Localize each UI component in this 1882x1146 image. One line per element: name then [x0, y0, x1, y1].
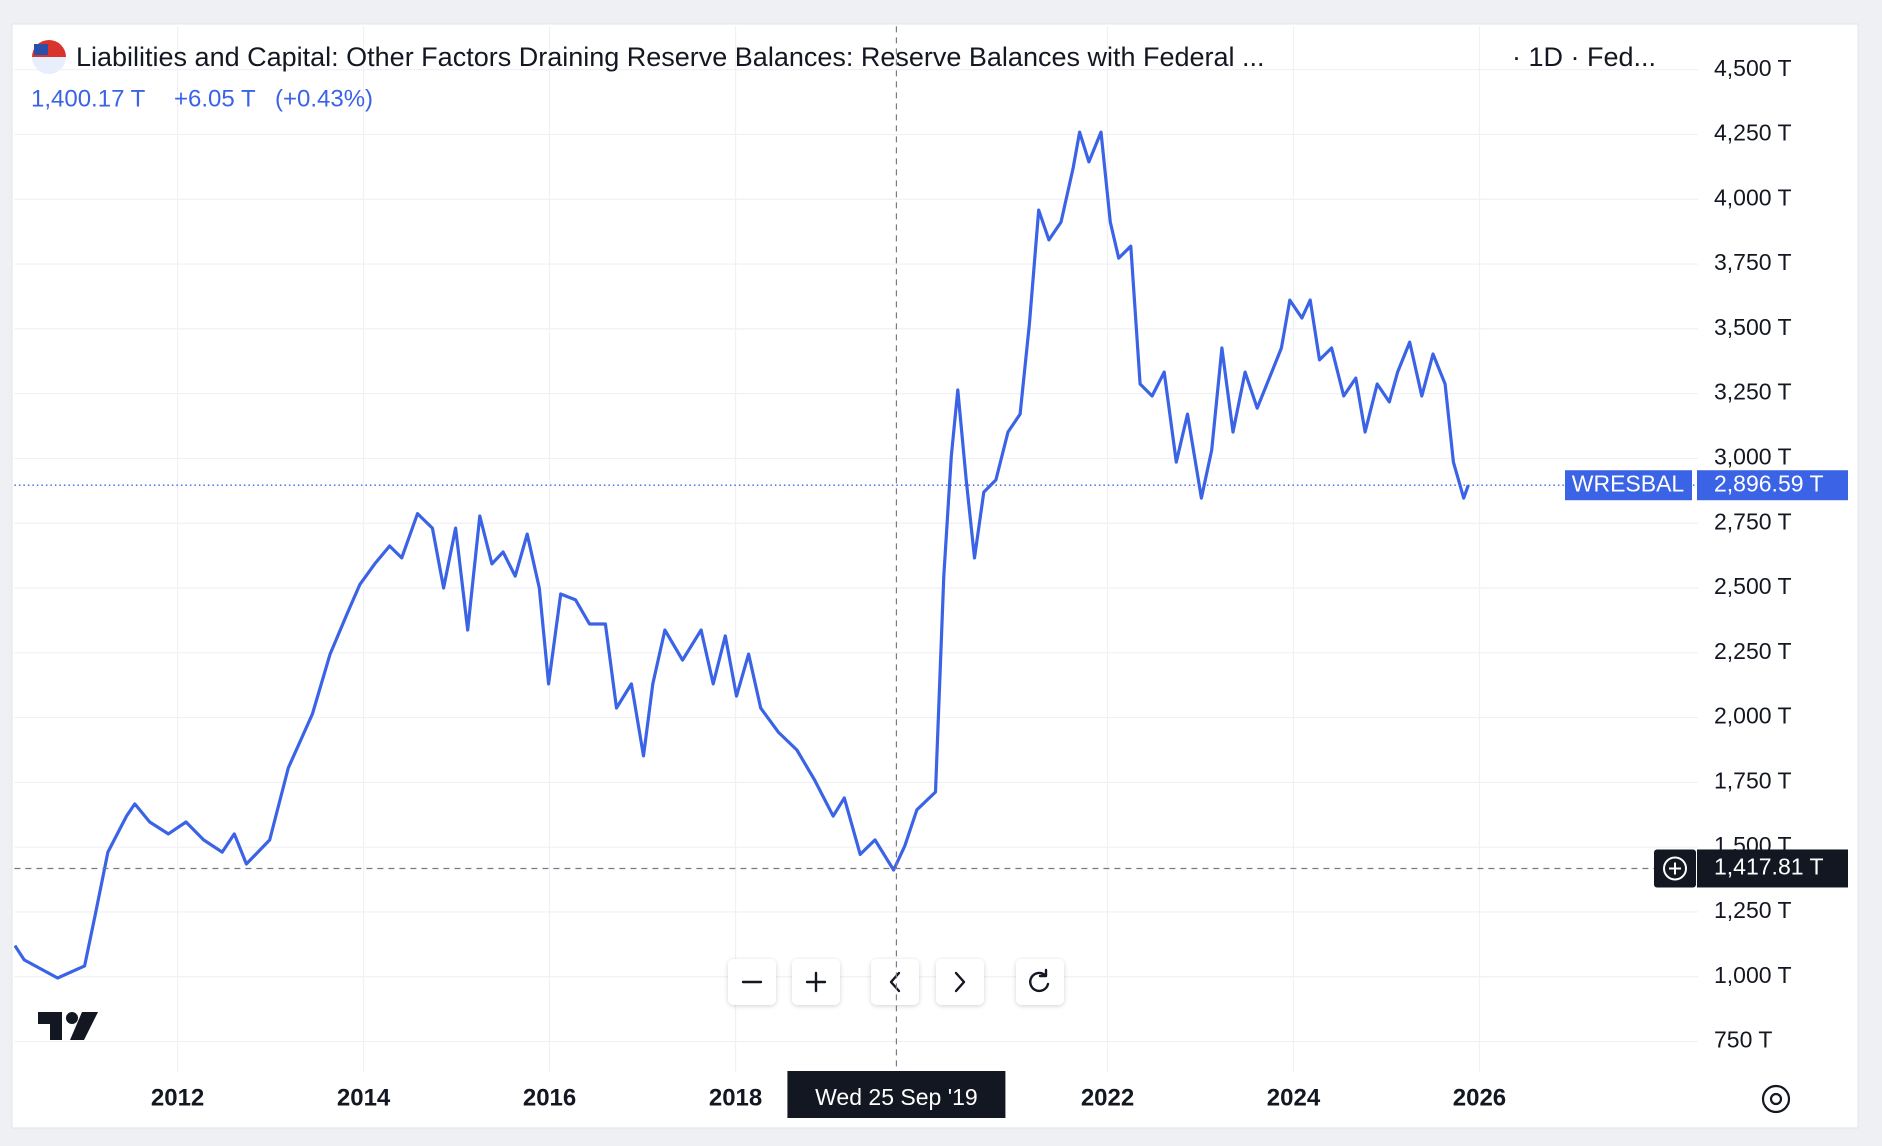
- y-tick-label: 4,250 T: [1714, 120, 1792, 146]
- y-tick-label: 2,750 T: [1714, 508, 1792, 534]
- x-tick-label: 2014: [337, 1084, 391, 1111]
- x-tick-label: 2024: [1267, 1084, 1321, 1111]
- legend-value: 1,400.17 T: [31, 85, 146, 112]
- x-tick-label: 2012: [151, 1084, 204, 1111]
- nav-button[interactable]: [871, 959, 919, 1005]
- y-tick-label: 2,000 T: [1714, 703, 1792, 729]
- nav-button[interactable]: [792, 959, 840, 1005]
- grid: [14, 26, 1698, 1072]
- legend-change-pct: (+0.43%): [275, 85, 373, 112]
- nav-button-bg: [936, 959, 984, 1005]
- nav-button-icon: [805, 971, 827, 993]
- x-tick-label: 2022: [1081, 1084, 1134, 1111]
- crosshair-plus-sign: [1669, 862, 1681, 875]
- y-tick-label: 1,250 T: [1714, 897, 1792, 923]
- nav-button-bg: [1016, 959, 1064, 1005]
- crosshair-y-badge: [1697, 849, 1848, 888]
- series-name-label: WRESBAL: [1572, 470, 1685, 496]
- y-tick-label: 1,000 T: [1714, 962, 1792, 988]
- x-tick-label: 2018: [709, 1084, 762, 1111]
- nav-button-icon: [954, 971, 966, 993]
- chart-subtitle: · 1D · Fed...: [1512, 42, 1656, 72]
- crosshair-y-label: 1,417.81 T: [1714, 854, 1824, 880]
- nav-button-icon: [1029, 968, 1050, 993]
- zoom-controls: [728, 959, 1064, 1005]
- y-tick-label: 3,500 T: [1714, 314, 1792, 340]
- last-value-label: 2,896.59 T: [1714, 470, 1824, 496]
- y-tick-label: 3,000 T: [1714, 444, 1792, 470]
- y-tick-label: 3,250 T: [1714, 379, 1792, 405]
- plot-area: [14, 130, 1470, 980]
- nav-button[interactable]: [728, 959, 776, 1005]
- x-tick-label: 2026: [1453, 1084, 1506, 1111]
- y-tick-label: 750 T: [1714, 1027, 1772, 1053]
- tv-logo: [38, 1012, 98, 1040]
- y-tick-label: 1,750 T: [1714, 767, 1792, 793]
- series-line: [14, 130, 1470, 980]
- series-name-badge: [1565, 470, 1692, 501]
- y-tick-label: 2,500 T: [1714, 573, 1792, 599]
- y-tick-label: 2,250 T: [1714, 638, 1792, 664]
- settings-icon[interactable]: [1761, 1084, 1791, 1114]
- last-value-badge: [1697, 470, 1848, 501]
- legend-change: +6.05 T: [174, 85, 256, 112]
- flag-canton: [34, 44, 48, 55]
- x-tick-label: 2016: [523, 1084, 576, 1111]
- nav-button[interactable]: [1016, 959, 1064, 1005]
- nav-button-bg: [871, 959, 919, 1005]
- chart-card: [11, 23, 1859, 1129]
- y-tick-label: 3,750 T: [1714, 249, 1792, 275]
- chart-title: Liabilities and Capital: Other Factors D…: [76, 42, 1265, 72]
- crosshair-x-badge: [787, 1071, 1006, 1118]
- y-tick-label: 4,000 T: [1714, 184, 1792, 210]
- crosshair-x-label: Wed 25 Sep '19: [815, 1084, 978, 1110]
- crosshair-plus-icon: [1663, 856, 1687, 881]
- nav-button[interactable]: [936, 959, 984, 1005]
- y-tick-label: 4,500 T: [1714, 55, 1792, 81]
